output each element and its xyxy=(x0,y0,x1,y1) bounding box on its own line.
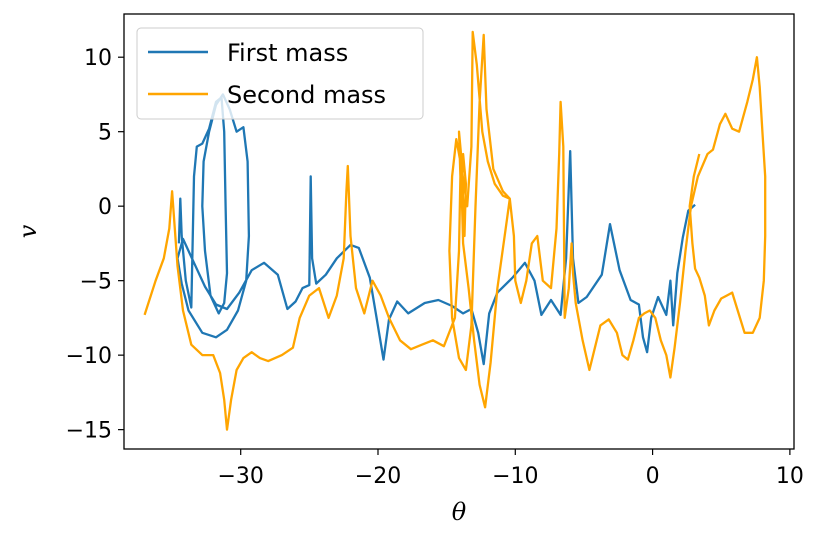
series-line-second-mass xyxy=(143,30,767,431)
legend-box xyxy=(136,27,424,120)
plot-lines xyxy=(143,30,767,431)
y-tick-label: 10 xyxy=(84,46,112,71)
series-line-first-mass xyxy=(176,93,696,366)
y-tick-label: −10 xyxy=(66,344,112,369)
y-axis-ticks: −15 −10 −5 0 5 10 xyxy=(66,46,124,444)
x-tick-label: −30 xyxy=(217,464,263,489)
y-axis-label: v xyxy=(14,224,42,238)
legend-label-second-mass: Second mass xyxy=(227,81,386,109)
y-tick-label: −5 xyxy=(80,270,112,295)
legend: First mass Second mass xyxy=(136,27,424,120)
x-tick-label: 10 xyxy=(776,464,804,489)
y-tick-label: −15 xyxy=(66,419,112,444)
legend-label-first-mass: First mass xyxy=(227,39,348,67)
x-axis-ticks: −30 −20 −10 0 10 xyxy=(217,449,804,489)
y-tick-label: 5 xyxy=(98,121,112,146)
x-tick-label: 0 xyxy=(646,464,660,489)
y-tick-label: 0 xyxy=(98,195,112,220)
x-axis-label: θ xyxy=(452,498,467,526)
x-tick-label: −10 xyxy=(492,464,538,489)
plot-frame xyxy=(123,13,795,450)
x-tick-label: −20 xyxy=(355,464,401,489)
